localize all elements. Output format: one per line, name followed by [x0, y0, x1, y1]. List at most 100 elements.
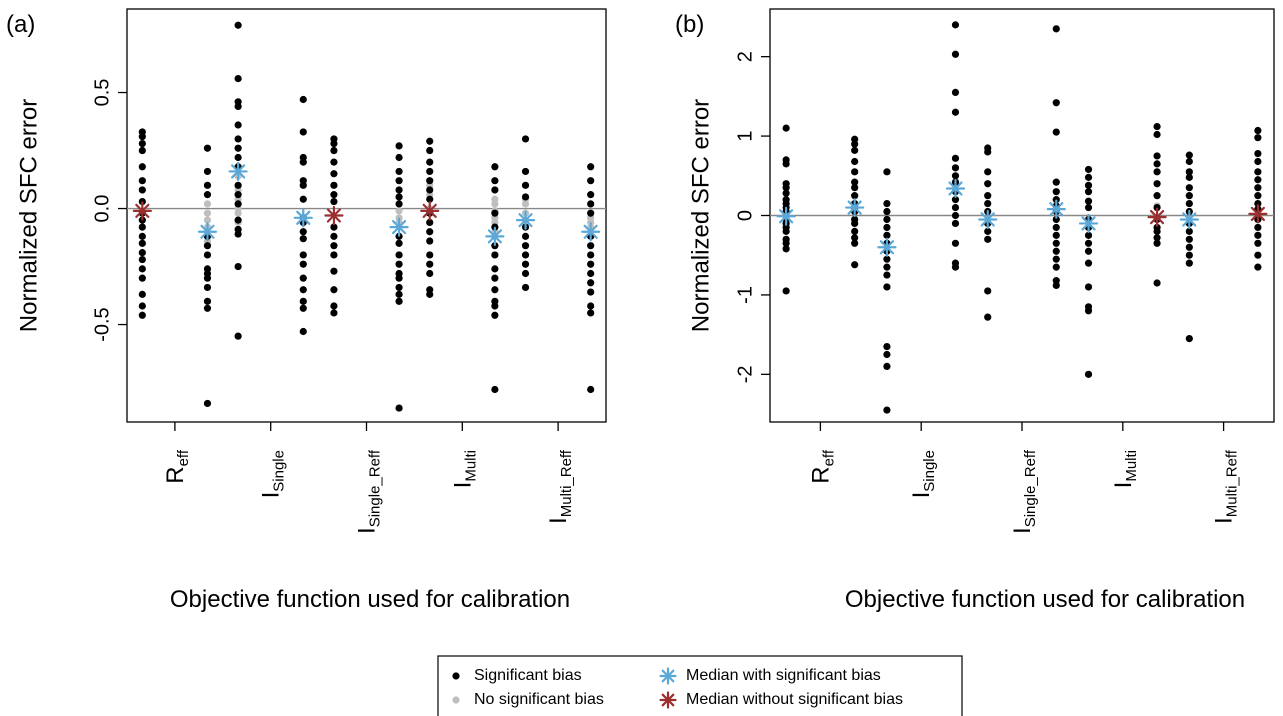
x-tick-label-sub: Multi	[1123, 450, 1140, 482]
data-point-significant	[234, 230, 242, 238]
data-point-significant	[951, 196, 960, 204]
data-point-significant	[984, 148, 992, 156]
data-point-significant	[1185, 184, 1193, 192]
data-point-significant	[883, 215, 891, 224]
data-point-significant	[138, 133, 146, 141]
data-point-significant	[299, 274, 307, 282]
data-point-significant	[234, 21, 242, 29]
data-point-significant	[883, 207, 891, 216]
data-point-significant	[521, 269, 530, 278]
x-tick-label: IMulti_Reff	[1211, 449, 1241, 524]
x-tick-label-sub: Multi_Reff	[1224, 449, 1241, 517]
data-point-significant	[1185, 335, 1193, 343]
panel-label: (a)	[6, 11, 35, 38]
data-point-not-significant	[234, 209, 242, 217]
data-point-significant	[299, 128, 307, 136]
data-point-significant	[395, 260, 403, 268]
data-point-significant	[299, 181, 307, 189]
data-point-significant	[1084, 165, 1093, 174]
data-point-significant	[1052, 281, 1060, 289]
x-axis-label: Objective function used for calibration	[170, 586, 570, 613]
x-tick-label-sub: Single	[271, 450, 288, 492]
data-point-significant	[395, 193, 403, 201]
data-point-significant	[203, 167, 212, 176]
y-tick-label: 0	[734, 210, 756, 221]
median-significant-marker	[877, 237, 897, 257]
data-point-significant	[1084, 307, 1093, 315]
data-point-significant	[851, 192, 859, 200]
data-point-significant	[203, 251, 212, 259]
data-point-significant	[1185, 151, 1193, 159]
legend-box	[437, 655, 963, 716]
data-point-significant	[984, 192, 992, 200]
data-point-significant	[587, 309, 595, 317]
data-point-significant	[1084, 231, 1093, 239]
data-point-significant	[951, 88, 960, 96]
data-point-significant	[521, 242, 530, 250]
data-point-significant	[951, 203, 960, 212]
data-point-significant	[883, 271, 891, 279]
data-point-significant	[426, 195, 434, 203]
data-point-significant	[587, 260, 595, 268]
data-point-significant	[883, 283, 891, 291]
median-not-significant-marker	[1248, 204, 1268, 224]
data-point-significant	[491, 311, 499, 319]
data-point-significant	[951, 219, 960, 228]
data-point-significant	[587, 279, 595, 287]
data-point-significant	[330, 223, 338, 231]
data-point-significant	[426, 237, 434, 245]
data-point-significant	[426, 228, 434, 236]
data-point-significant	[1052, 99, 1060, 107]
x-tick-label-main: I	[908, 492, 935, 499]
median-significant-marker	[776, 206, 796, 226]
legend-star-icon	[659, 691, 677, 709]
data-point-significant	[1052, 255, 1060, 263]
data-point-significant	[1185, 259, 1193, 267]
data-point-significant	[330, 267, 338, 275]
x-tick-label-sub: Single_Reff	[367, 449, 384, 527]
data-point-significant	[1084, 203, 1093, 212]
data-point-significant	[587, 177, 595, 185]
data-point-significant	[1185, 235, 1193, 243]
data-point-not-significant	[521, 200, 530, 208]
data-point-significant	[782, 245, 790, 253]
data-point-significant	[426, 218, 434, 227]
data-point-significant	[1254, 176, 1262, 184]
data-point-significant	[491, 385, 499, 394]
data-point-significant	[1084, 197, 1093, 205]
x-tick-label: ISingle	[908, 450, 938, 498]
data-point-significant	[330, 242, 338, 250]
x-tick-label: IMulti_Reff	[545, 449, 575, 524]
y-axis-label: Normalized SFC error	[687, 99, 714, 332]
legend-dot-icon	[452, 696, 460, 704]
data-point-significant	[299, 286, 307, 294]
data-point-significant	[521, 251, 530, 259]
data-point-significant	[851, 146, 859, 154]
data-point-significant	[299, 251, 307, 259]
data-point-significant	[234, 332, 242, 340]
x-tick-label: Reff	[162, 449, 192, 484]
data-point-significant	[330, 158, 338, 166]
x-tick-label-sub: Single	[921, 450, 938, 492]
data-point-significant	[587, 163, 595, 171]
data-point-significant	[234, 144, 242, 152]
data-point-significant	[330, 286, 338, 294]
data-point-significant	[1052, 215, 1060, 224]
data-point-significant	[138, 239, 146, 247]
data-point-significant	[1084, 173, 1093, 181]
data-point-significant	[1254, 231, 1262, 239]
data-point-significant	[951, 108, 960, 116]
median-significant-marker	[978, 209, 998, 230]
data-point-significant	[138, 163, 146, 171]
data-point-significant	[138, 255, 146, 264]
data-point-significant	[138, 249, 146, 257]
x-tick-label: IMulti	[1110, 450, 1140, 488]
data-point-significant	[587, 302, 595, 310]
data-point-significant	[491, 209, 499, 217]
median-significant-marker	[293, 208, 313, 228]
data-point-significant	[330, 197, 338, 206]
data-point-significant	[426, 158, 434, 166]
data-point-significant	[951, 211, 960, 220]
data-point-significant	[138, 302, 146, 310]
